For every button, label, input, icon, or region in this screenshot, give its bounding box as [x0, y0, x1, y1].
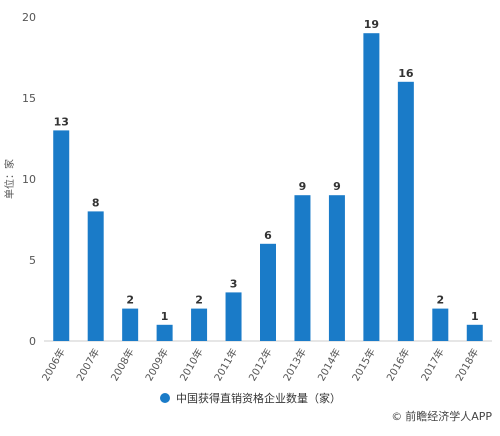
bar: [191, 308, 208, 341]
bar: [225, 292, 242, 341]
y-tick-label: 5: [29, 254, 36, 267]
x-tick-label: 2018年: [452, 346, 481, 383]
bar-value-label: 19: [364, 18, 379, 31]
legend: 中国获得直销资格企业数量（家）: [160, 389, 341, 407]
bar: [363, 33, 380, 341]
bar: [294, 195, 311, 341]
y-tick-label: 20: [22, 11, 36, 24]
x-tick-label: 2017年: [418, 346, 447, 383]
bar-value-label: 8: [92, 196, 100, 209]
x-tick-label: 2012年: [246, 346, 275, 383]
x-tick-label: 2011年: [211, 346, 240, 383]
legend-marker: [160, 393, 170, 403]
bar: [397, 81, 414, 342]
bar-value-label: 6: [264, 229, 272, 242]
legend-label: 中国获得直销资格企业数量（家）: [176, 392, 341, 405]
bar-value-label: 2: [126, 294, 134, 307]
x-tick-label: 2008年: [108, 346, 137, 383]
bar-value-label: 2: [195, 294, 203, 307]
bar-value-label: 9: [299, 180, 307, 193]
y-axis-label: 单位：家: [3, 159, 16, 199]
bar: [328, 195, 345, 341]
x-tick-label: 2010年: [177, 346, 206, 383]
bar-value-label: 3: [230, 277, 238, 290]
bar-value-label: 1: [471, 310, 479, 323]
y-tick-label: 10: [22, 173, 36, 186]
x-tick-label: 2016年: [383, 346, 412, 383]
x-tick-label: 2015年: [349, 346, 378, 383]
bar: [53, 130, 70, 341]
bar-value-label: 16: [398, 67, 414, 80]
bar: [432, 308, 449, 341]
source-credit: © 前瞻经济学人APP: [391, 408, 492, 424]
bar-value-label: 13: [54, 115, 69, 128]
x-tick-label: 2007年: [73, 346, 102, 383]
copyright-icon: ©: [391, 409, 403, 423]
x-tick-label: 2006年: [39, 346, 68, 383]
bar: [260, 243, 276, 341]
bar: [466, 324, 483, 341]
y-tick-label: 15: [22, 92, 36, 105]
bar-value-label: 2: [436, 294, 444, 307]
bar: [122, 308, 139, 341]
bar: [156, 324, 173, 341]
x-tick-label: 2009年: [142, 346, 171, 383]
x-tick-label: 2013年: [280, 346, 309, 383]
y-tick-label: 0: [29, 335, 36, 348]
bar: [87, 211, 104, 341]
source-text: 前瞻经济学人APP: [405, 410, 492, 423]
bar-value-label: 9: [333, 180, 341, 193]
x-tick-label: 2014年: [315, 346, 344, 383]
bar-value-label: 1: [161, 310, 169, 323]
